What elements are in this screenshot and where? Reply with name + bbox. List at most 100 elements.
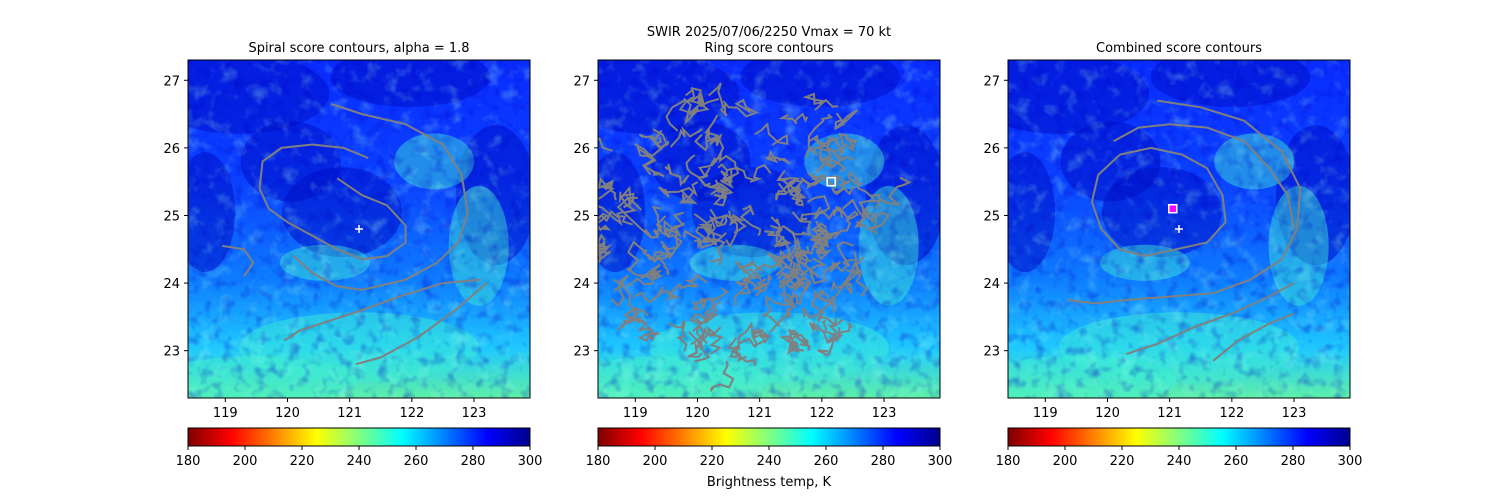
x-tick-label: 122 [1219,406,1244,421]
ring-score-contour [665,97,699,132]
colorbar-tick-label: 260 [814,454,839,469]
ring-score-contour [632,286,680,304]
ring-score-contour [817,319,838,357]
ring-score-contour [727,337,757,367]
outer-band-contour [283,278,481,342]
ring-score-contour [636,145,657,176]
ring-score-contour [813,205,846,221]
ring-score-contour [664,163,690,187]
x-tick-label: 122 [399,406,424,421]
center-plus-marker [1175,225,1183,233]
ring-score-contour [678,88,699,126]
ring-score-contour [778,112,809,125]
figure-suptitle: SWIR 2025/07/06/2250 Vmax = 70 kt [647,25,891,40]
x-tick-label: 123 [872,406,897,421]
ring-score-contour [808,321,843,344]
x-tick-label: 120 [1095,406,1120,421]
x-tick-label: 119 [623,406,648,421]
panel-title: Spiral score contours, alpha = 1.8 [248,41,469,56]
panel-3: Combined score contours 119 120 121 122 123 23… [983,41,1362,469]
y-tick-label: 26 [983,142,1000,157]
ring-score-contour [650,128,670,158]
ring-score-contour [705,325,724,355]
y-tick-label: 24 [573,277,590,292]
colorbar-tick-label: 200 [1053,454,1078,469]
ring-score-contour [691,297,718,310]
colorbar [597,427,941,447]
ring-score-contour [770,216,797,244]
ring-score-contour [735,163,772,183]
ring-score-contour [685,154,721,189]
ring-score-contour [815,289,837,313]
x-tick-label: 121 [747,406,772,421]
panels: Spiral score contours, alpha = 1.8 119 120… [163,41,1362,469]
ring-score-contour [620,185,653,240]
x-tick-label: 123 [1282,406,1307,421]
colorbar-tick-label: 240 [347,454,372,469]
ring-score-contour [727,210,748,234]
ring-score-contour [598,238,612,254]
x-tick-label: 120 [275,406,300,421]
panel-title: Combined score contours [1096,41,1262,56]
x-tick-label: 119 [1033,406,1058,421]
ring-score-contour [720,166,740,183]
ring-score-contour [618,191,642,211]
y-tick-label: 25 [983,209,1000,224]
x-tick-label: 123 [462,406,487,421]
ring-score-contour [690,327,711,363]
spiral-contour [293,102,469,291]
ring-score-contour [598,177,617,201]
ring-score-contour [598,205,623,226]
ring-score-contour [734,260,764,273]
y-tick-label: 23 [983,345,1000,360]
axes-frame [597,59,941,399]
panel-1: Spiral score contours, alpha = 1.8 119 120… [163,41,542,469]
ring-score-contour [804,113,834,158]
ring-score-contour [651,205,662,239]
combined-center-marker [1168,203,1178,214]
ring-score-contour [598,244,612,261]
ring-score-contour [834,109,859,131]
ring-score-contour [688,92,720,108]
ring-score-contour [669,125,703,148]
ring-score-contour [775,265,812,293]
panel-title: Ring score contours [704,41,833,56]
center-plus-marker [355,225,363,233]
outer-band-contour [1212,312,1295,362]
ring-score-contour [638,129,670,149]
ring-score-contour [651,251,670,276]
colorbar-tick-label: 220 [290,454,315,469]
ring-score-contour [764,228,786,248]
ring-score-contour [739,204,762,237]
colorbar [187,427,531,447]
ring-score-contour [689,87,710,116]
satellite-imagery [598,60,940,398]
y-tick-label: 24 [163,277,180,292]
ring-score-contour [830,268,858,295]
colorbar-tick-label: 260 [1224,454,1249,469]
x-tick-label: 122 [809,406,834,421]
x-tick-label: 121 [337,406,362,421]
colorbar-tick-label: 260 [404,454,429,469]
ring-score-contour [769,291,797,333]
fragment-contour [222,244,255,277]
score-contours [598,82,912,392]
colorbar-tick-label: 280 [461,454,486,469]
ring-score-contour [858,194,881,230]
y-tick-label: 23 [163,345,180,360]
ring-score-contour [647,245,672,261]
ring-score-contour [808,257,827,279]
ring-score-contour [704,287,729,325]
ring-score-contour [678,189,698,205]
x-tick-label: 120 [685,406,710,421]
colorbar-tick-label: 200 [233,454,258,469]
colorbar-tick-label: 200 [643,454,668,469]
ring-score-contour [784,211,812,237]
ring-score-contour [802,92,839,111]
y-tick-label: 26 [573,142,590,157]
ring-score-contour [810,289,837,327]
ring-score-contour [709,360,735,392]
ring-score-contour [666,273,708,300]
colorbar-tick-label: 180 [996,454,1021,469]
y-tick-label: 27 [163,74,180,89]
